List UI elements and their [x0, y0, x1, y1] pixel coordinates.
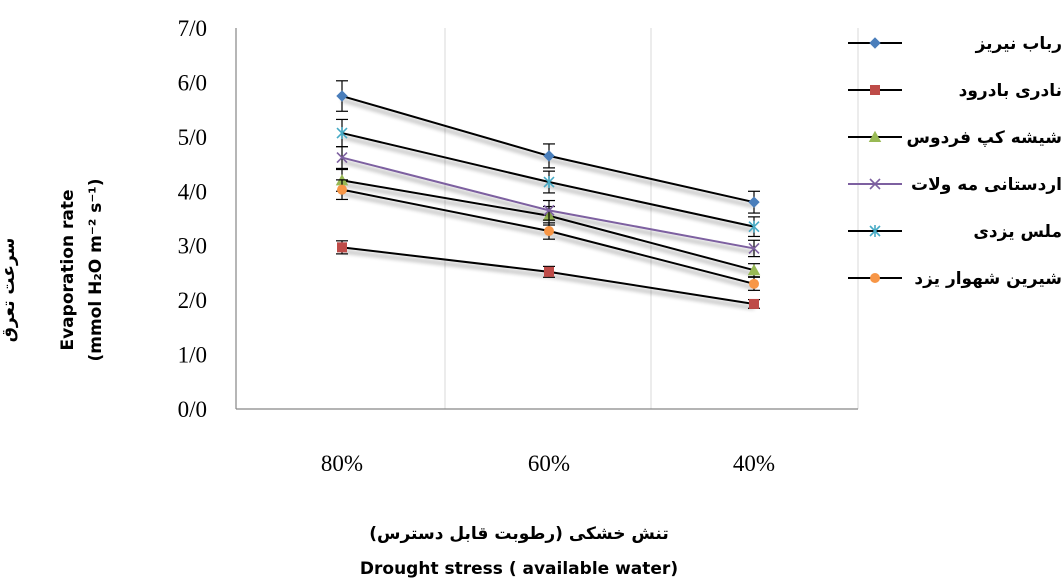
y-tick-label: 7/0: [178, 16, 207, 41]
data-point: [870, 85, 880, 95]
legend-label: نادری بادرود: [959, 81, 1062, 101]
data-point: [868, 130, 882, 142]
y-tick-label: 1/0: [178, 343, 207, 368]
legend-item-6: شیرین شهوار یزد: [848, 269, 1062, 289]
data-point: [544, 226, 554, 237]
data-point: [336, 151, 348, 164]
gridlines: [444, 28, 859, 409]
x-tick-label: 60%: [528, 451, 570, 476]
series-2: [336, 240, 760, 309]
y-tick-label: 3/0: [178, 234, 207, 259]
legend-item-5: ملس یزدی: [848, 222, 1062, 242]
legend-label: رباب نیریز: [975, 34, 1062, 54]
data-point: [748, 196, 760, 208]
data-point: [869, 37, 881, 49]
data-point: [337, 184, 347, 195]
data-point: [869, 225, 881, 237]
data-point: [336, 90, 348, 102]
x-axis-title-en: Drought stress ( available water): [360, 559, 678, 579]
point-stroke: [748, 242, 760, 255]
y-axis-title-fa: سرعت تعرق: [0, 238, 19, 343]
data-point: [337, 242, 347, 253]
data-point: [543, 150, 555, 162]
point-stroke: [543, 204, 555, 216]
y-axis-title-unit: (mmol H₂O m⁻² s⁻¹): [86, 178, 106, 361]
legend: رباب نیریز نادری بادرود شیشه کپ فردوس اردست…: [848, 34, 1062, 289]
x-axis-title-fa: تنش خشکی (رطوبت قابل دسترس): [369, 524, 669, 544]
data-point: [544, 266, 554, 277]
legend-label: شیشه کپ فردوس: [907, 128, 1062, 148]
point-stroke: [336, 151, 348, 164]
series-1: [336, 80, 760, 214]
data-point: [869, 178, 881, 190]
data-point: [749, 278, 759, 289]
series-6: [336, 179, 760, 291]
legend-label: ملس یزدی: [973, 222, 1062, 242]
legend-item-2: نادری بادرود: [848, 81, 1062, 101]
series-line: [341, 95, 755, 204]
legend-item-3: شیشه کپ فردوس: [848, 128, 1062, 148]
axes: 0/0 1/0 2/0 3/0 4/0 5/0 6/0 7/0 80% 60% 40%: [178, 16, 858, 476]
point-stroke: [869, 178, 881, 190]
series-group: [335, 80, 761, 309]
y-tick-label: 0/0: [178, 397, 207, 422]
data-point: [336, 127, 348, 140]
y-tick-label: 6/0: [178, 70, 207, 95]
legend-label: اردستانی مه ولات: [911, 175, 1062, 195]
legend-item-4: اردستانی مه ولات: [848, 175, 1062, 195]
x-tick-label: 80%: [321, 451, 363, 476]
data-point: [543, 204, 555, 216]
y-tick-label: 4/0: [178, 179, 207, 204]
y-tick-label: 5/0: [178, 125, 207, 150]
data-point: [747, 263, 761, 276]
data-point: [870, 273, 880, 283]
series-5: [336, 118, 760, 238]
legend-item-1: رباب نیریز: [848, 34, 1062, 54]
data-point: [748, 220, 760, 233]
x-tick-label: 40%: [733, 451, 775, 476]
legend-label: شیرین شهوار یزد: [914, 269, 1062, 289]
data-point: [748, 242, 760, 255]
y-tick-label: 2/0: [178, 288, 207, 313]
series-4: [336, 146, 760, 258]
y-axis-title-en: Evaporation rate: [58, 189, 78, 350]
data-point: [749, 298, 759, 309]
data-point: [543, 176, 555, 189]
